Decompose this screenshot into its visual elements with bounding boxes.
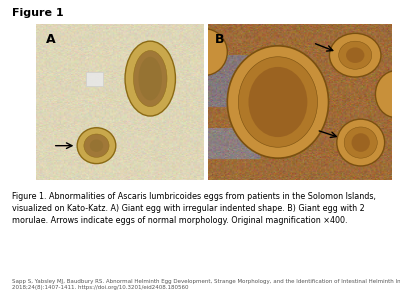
Text: Sapp S, Yabsley MJ, Baudbury RS. Abnormal Helminth Egg Development, Strange Morp: Sapp S, Yabsley MJ, Baudbury RS. Abnorma… [12, 279, 400, 290]
Ellipse shape [125, 41, 176, 116]
Ellipse shape [352, 133, 370, 152]
Ellipse shape [337, 119, 385, 166]
Ellipse shape [339, 41, 372, 69]
Ellipse shape [346, 47, 364, 63]
Ellipse shape [90, 140, 103, 152]
Ellipse shape [227, 46, 328, 158]
Ellipse shape [77, 128, 116, 164]
FancyBboxPatch shape [86, 72, 103, 86]
Ellipse shape [344, 127, 377, 158]
Ellipse shape [376, 71, 400, 118]
Ellipse shape [138, 57, 162, 100]
Ellipse shape [134, 50, 167, 107]
Ellipse shape [181, 29, 227, 76]
Text: Figure 1. Abnormalities of Ascaris lumbricoides eggs from patients in the Solomo: Figure 1. Abnormalities of Ascaris lumbr… [12, 192, 376, 225]
Ellipse shape [248, 67, 307, 137]
Ellipse shape [330, 33, 381, 77]
Text: B: B [215, 33, 225, 46]
Text: A: A [46, 33, 56, 46]
Text: Figure 1: Figure 1 [12, 8, 64, 17]
Ellipse shape [238, 57, 318, 147]
Ellipse shape [84, 134, 109, 158]
